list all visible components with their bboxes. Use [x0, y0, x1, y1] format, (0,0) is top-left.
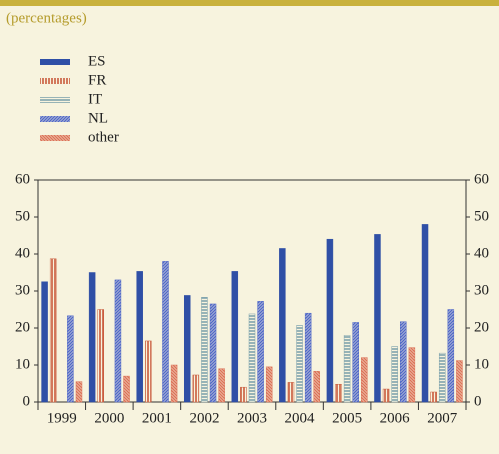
legend-swatch	[40, 59, 70, 65]
y-tick-label: 50	[15, 208, 30, 224]
y2-tick-label: 10	[474, 356, 489, 372]
bar	[67, 315, 74, 403]
x-tick-label: 2005	[332, 410, 362, 426]
bar	[240, 386, 247, 403]
bar	[343, 335, 351, 403]
bar	[209, 303, 217, 403]
y2-tick-label: 40	[474, 245, 489, 261]
legend-label: ES	[88, 53, 106, 69]
bar	[335, 383, 342, 403]
x-tick-label: 2001	[142, 410, 172, 426]
bar	[430, 391, 437, 403]
bar	[201, 297, 208, 403]
bar	[49, 258, 57, 403]
header-bar	[0, 0, 499, 6]
y-tick-label: 60	[15, 171, 30, 187]
bar	[352, 322, 359, 403]
legend-swatch	[40, 97, 70, 103]
x-tick-label: 2007	[427, 410, 458, 426]
legend-swatch	[40, 135, 70, 141]
bar	[296, 325, 303, 403]
x-tick-label: 2000	[94, 410, 124, 426]
y2-tick-label: 50	[474, 208, 489, 224]
bar	[279, 248, 286, 403]
legend-label: IT	[88, 91, 102, 107]
bar	[456, 360, 463, 403]
bar	[382, 388, 390, 403]
bar	[313, 371, 321, 403]
bar	[248, 313, 256, 403]
bar	[400, 321, 407, 403]
bar	[123, 375, 130, 403]
bar	[75, 381, 83, 403]
x-tick-label: 1999	[47, 410, 77, 426]
x-tick-label: 2004	[285, 410, 316, 426]
bar	[391, 346, 398, 403]
y2-tick-label: 0	[474, 393, 482, 409]
bar	[408, 347, 416, 403]
y2-tick-label: 30	[474, 282, 489, 298]
y-tick-label: 20	[15, 319, 30, 335]
bar	[145, 340, 152, 403]
bar	[41, 281, 48, 403]
y2-tick-label: 20	[474, 319, 489, 335]
legend-label: other	[88, 129, 119, 145]
bar	[257, 301, 264, 403]
bar	[183, 295, 191, 403]
bar	[136, 271, 143, 403]
legend-swatch	[40, 78, 70, 84]
bar	[265, 366, 273, 403]
bar	[162, 261, 169, 403]
legend-swatch	[40, 116, 70, 122]
y-tick-label: 0	[23, 393, 31, 409]
bar	[447, 309, 455, 403]
legend-label: FR	[88, 72, 106, 88]
bar	[192, 374, 200, 403]
legend-label: NL	[88, 110, 108, 126]
bar	[170, 364, 178, 403]
bar	[88, 272, 96, 403]
y-tick-label: 30	[15, 282, 30, 298]
bar	[218, 368, 225, 403]
y2-tick-label: 60	[474, 171, 489, 187]
bar	[438, 352, 446, 403]
bar	[114, 279, 122, 403]
bar	[231, 271, 239, 403]
x-tick-label: 2003	[237, 410, 267, 426]
bar	[421, 224, 429, 403]
bar	[287, 382, 295, 403]
chart-subtitle: (percentages)	[6, 10, 87, 26]
bar	[361, 357, 368, 403]
bar	[326, 238, 334, 403]
bar	[97, 309, 104, 403]
bar	[374, 234, 381, 403]
y-tick-label: 10	[15, 356, 30, 372]
x-tick-label: 2002	[189, 410, 219, 426]
bar	[304, 312, 312, 403]
y-tick-label: 40	[15, 245, 30, 261]
x-tick-label: 2006	[380, 410, 411, 426]
